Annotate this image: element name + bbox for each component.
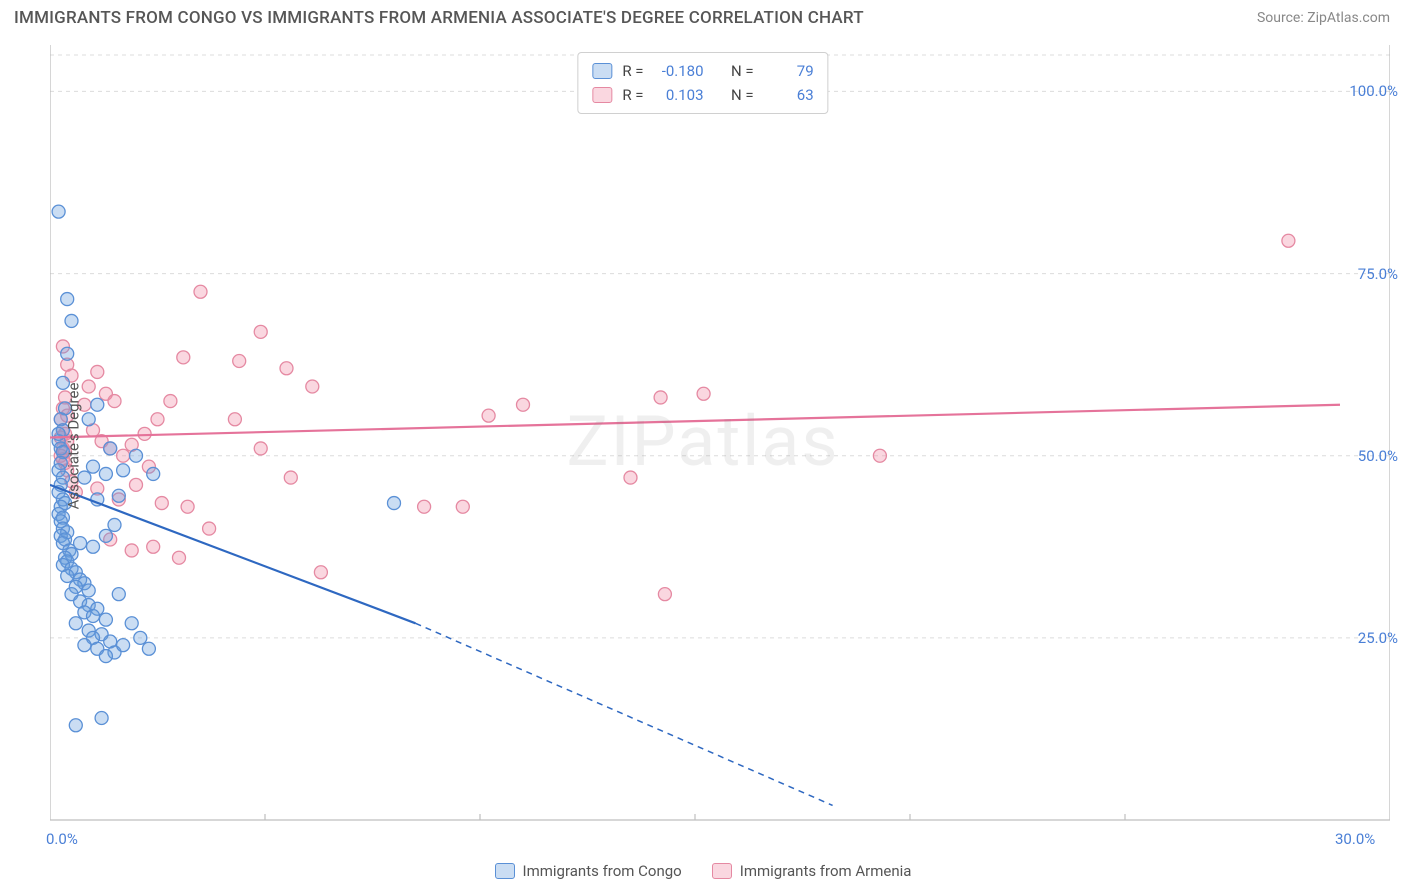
n-label: N = — [731, 59, 754, 83]
legend-item-armenia: Immigrants from Armenia — [712, 862, 912, 880]
congo-r-value: -0.180 — [654, 59, 704, 83]
y-tick-label: 100.0% — [1349, 82, 1398, 100]
series-legend: Immigrants from Congo Immigrants from Ar… — [0, 862, 1406, 880]
armenia-swatch — [712, 863, 732, 879]
source-attribution: Source: ZipAtlas.com — [1257, 10, 1390, 26]
armenia-swatch — [592, 87, 612, 103]
y-axis-label: Associate's Degree — [64, 383, 82, 510]
legend-item-congo: Immigrants from Congo — [495, 862, 682, 880]
y-tick-label: 25.0% — [1358, 629, 1398, 647]
correlation-legend-row: R = -0.180 N = 79 — [592, 59, 813, 83]
legend-label: Immigrants from Armenia — [740, 862, 912, 880]
n-label: N = — [731, 83, 754, 107]
chart-area — [50, 45, 1390, 835]
chart-header: IMMIGRANTS FROM CONGO VS IMMIGRANTS FROM… — [0, 0, 1406, 32]
x-tick-label: 0.0% — [46, 830, 78, 848]
x-tick-label: 30.0% — [1335, 830, 1375, 848]
legend-label: Immigrants from Congo — [523, 862, 682, 880]
armenia-n-value: 63 — [764, 83, 814, 107]
r-label: R = — [622, 83, 643, 107]
correlation-legend: R = -0.180 N = 79 R = 0.103 N = 63 — [577, 52, 828, 114]
congo-swatch — [592, 63, 612, 79]
armenia-r-value: 0.103 — [654, 83, 704, 107]
correlation-legend-row: R = 0.103 N = 63 — [592, 83, 813, 107]
chart-title: IMMIGRANTS FROM CONGO VS IMMIGRANTS FROM… — [14, 8, 864, 28]
r-label: R = — [622, 59, 643, 83]
congo-swatch — [495, 863, 515, 879]
y-tick-label: 75.0% — [1358, 265, 1398, 283]
congo-n-value: 79 — [764, 59, 814, 83]
scatter-chart-svg — [50, 45, 1390, 835]
y-tick-label: 50.0% — [1358, 447, 1398, 465]
